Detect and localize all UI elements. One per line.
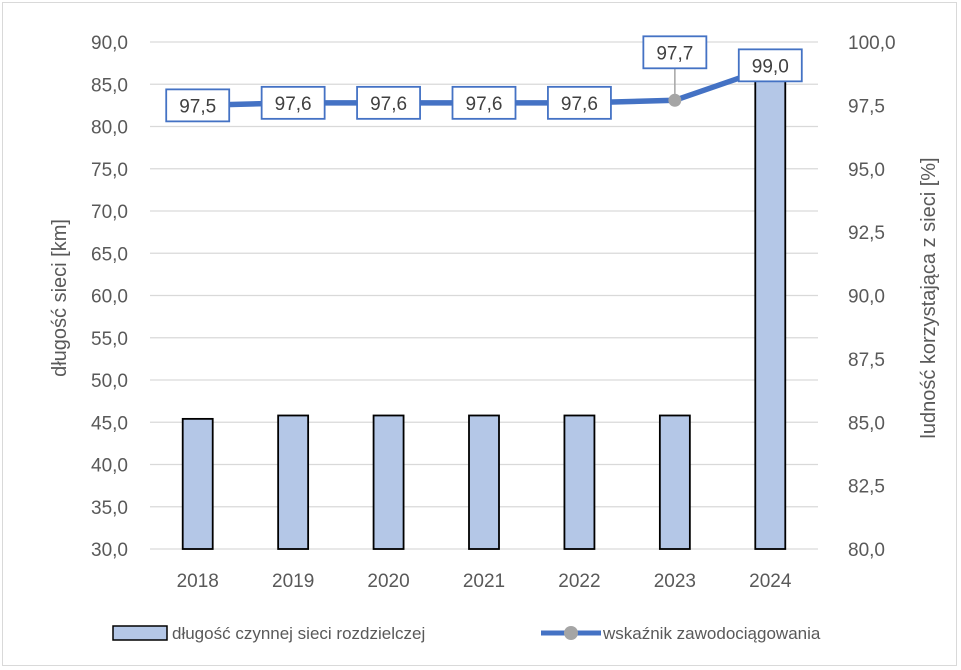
y-right-tick-label: 80,0 — [848, 540, 885, 561]
x-tick-label: 2020 — [367, 571, 409, 592]
y-left-tick-label: 45,0 — [91, 413, 128, 434]
bar — [754, 79, 787, 550]
data-labels: 97,5 97,6 97,6 97,6 97,6 97,7 99,0 — [165, 35, 803, 123]
y-right-tick-label: 90,0 — [848, 287, 885, 308]
data-label-box — [737, 48, 803, 83]
data-label-box — [451, 85, 517, 120]
y-right-tick-label: 92,5 — [848, 223, 885, 244]
x-tick-label: 2018 — [177, 571, 219, 592]
y-right-tick-label: 95,0 — [848, 160, 885, 181]
data-label: 97,6 — [370, 94, 407, 115]
data-label-box — [547, 85, 612, 120]
y-left-tick-label: 80,0 — [91, 118, 128, 139]
y-left-tick-label: 90,0 — [91, 33, 128, 54]
bar — [563, 414, 596, 550]
y-right-tick-label: 100,0 — [848, 33, 896, 54]
x-axis-ticks: 2018 2019 2020 2021 2022 2023 2024 — [177, 571, 792, 592]
legend-line-label: wskaźnik zawodociągowania — [602, 624, 821, 643]
x-tick-label: 2024 — [749, 571, 792, 592]
bar — [658, 414, 691, 550]
y-left-tick-label: 55,0 — [91, 329, 128, 350]
bar — [277, 414, 310, 550]
y-left-tick-label: 40,0 — [91, 456, 128, 477]
x-tick-label: 2022 — [558, 571, 600, 592]
data-label-box — [260, 85, 326, 120]
y-axis-right-title: ludność korzystająca z sieci [%] — [918, 157, 940, 438]
x-tick-label: 2023 — [654, 571, 696, 592]
gridlines — [150, 41, 818, 550]
y-axis-left-title: długość sieci [km] — [49, 219, 71, 377]
y-left-tick-label: 35,0 — [91, 498, 128, 519]
legend-line-marker — [564, 626, 578, 640]
data-label: 97,6 — [466, 94, 503, 115]
legend-bar-label: długość czynnej sieci rozdzielczej — [172, 624, 425, 643]
bar — [468, 414, 500, 550]
data-label-box — [356, 85, 421, 120]
y-left-tick-label: 70,0 — [91, 202, 128, 223]
data-label: 97,6 — [561, 94, 598, 115]
data-label: 97,7 — [656, 43, 693, 64]
x-tick-label: 2021 — [463, 571, 505, 592]
bar — [181, 417, 214, 550]
y-right-tick-label: 82,5 — [848, 477, 885, 498]
data-label: 97,6 — [275, 94, 312, 115]
data-label: 97,5 — [179, 96, 216, 117]
y-right-tick-label: 97,5 — [848, 96, 885, 117]
y-left-tick-label: 75,0 — [91, 160, 128, 181]
y-left-tick-label: 85,0 — [91, 75, 128, 96]
y-left-tick-label: 60,0 — [91, 287, 128, 308]
y-axis-left-ticks: 30,0 35,0 40,0 45,0 50,0 55,0 60,0 65,0 70,0 75,0… — [91, 33, 128, 561]
data-label: 99,0 — [752, 56, 789, 77]
legend: długość czynnej sieci rozdzielczej wskaź… — [112, 624, 821, 643]
y-left-tick-label: 30,0 — [91, 540, 128, 561]
bar — [372, 414, 405, 550]
y-right-tick-label: 85,0 — [848, 413, 885, 434]
y-right-tick-label: 87,5 — [848, 350, 885, 371]
x-tick-label: 2019 — [272, 571, 314, 592]
legend-bar-swatch — [112, 625, 168, 641]
data-label-box — [165, 88, 231, 123]
y-axis-right-ticks: 80,0 82,5 85,0 87,5 90,0 92,5 95,0 97,5 100,0 — [848, 33, 896, 561]
y-left-tick-label: 50,0 — [91, 371, 128, 392]
bar-series — [181, 79, 787, 550]
data-label-box — [642, 35, 708, 70]
y-left-tick-label: 65,0 — [91, 244, 128, 265]
